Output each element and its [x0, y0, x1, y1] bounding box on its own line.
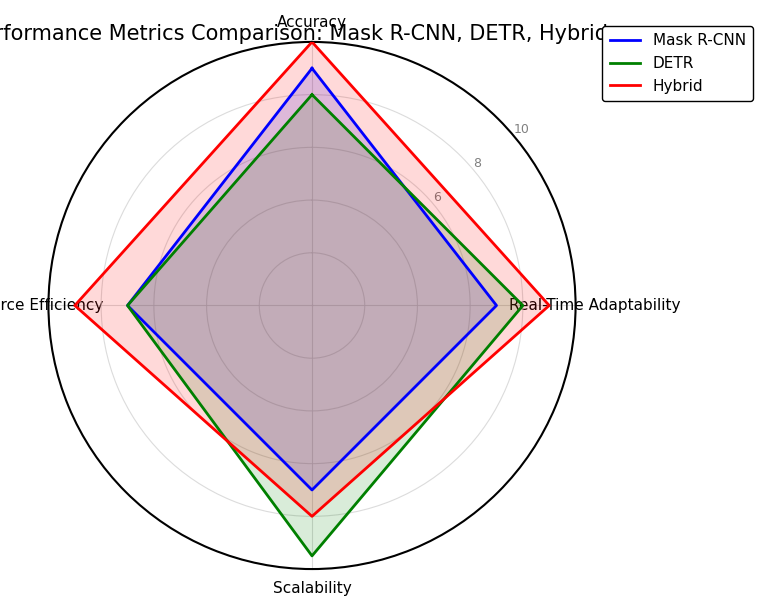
Text: Performance Metrics Comparison: Mask R-CNN, DETR, Hybrid: Performance Metrics Comparison: Mask R-C…: [0, 24, 608, 44]
Polygon shape: [75, 42, 549, 516]
Polygon shape: [128, 68, 496, 490]
Legend: Mask R-CNN, DETR, Hybrid: Mask R-CNN, DETR, Hybrid: [602, 26, 753, 101]
Polygon shape: [128, 95, 523, 556]
